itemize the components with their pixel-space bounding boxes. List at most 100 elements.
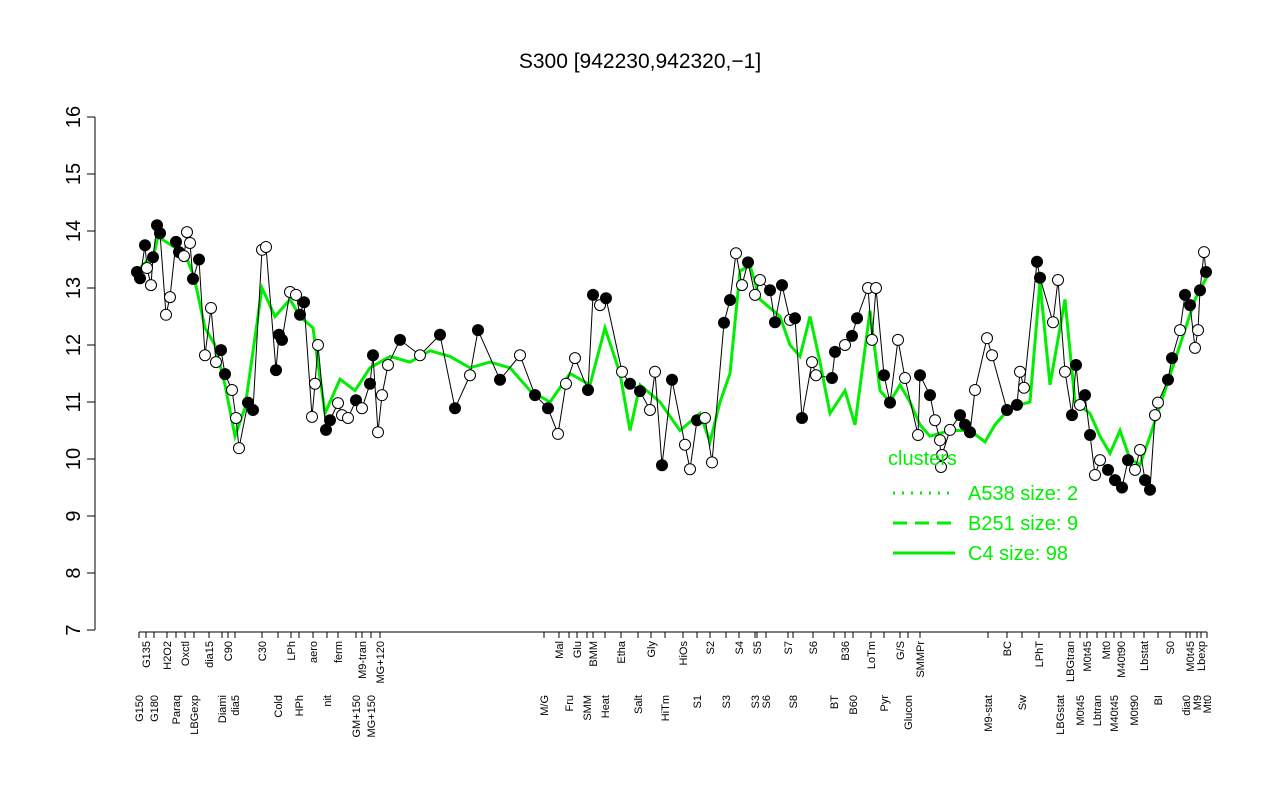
point	[298, 296, 310, 309]
point	[230, 411, 242, 424]
x-tick-label: Lbtran	[1092, 695, 1104, 726]
x-tick-label: BT	[829, 695, 841, 709]
point	[679, 438, 691, 451]
point	[924, 389, 936, 402]
x-tick-label: G180	[149, 695, 161, 722]
point	[1034, 271, 1046, 284]
point	[870, 282, 882, 294]
x-tick-label: ferm	[333, 641, 345, 663]
x-tick-label: SMM	[582, 695, 594, 721]
point	[494, 373, 506, 386]
point	[376, 389, 388, 402]
cluster-line	[135, 234, 1209, 467]
x-tick-label: nit	[322, 695, 334, 707]
point	[1149, 409, 1161, 422]
point	[796, 411, 808, 424]
point	[139, 239, 151, 252]
x-tick-label: S3	[721, 695, 733, 708]
point	[324, 414, 336, 427]
point	[776, 279, 788, 292]
point	[1084, 429, 1096, 442]
point	[1184, 299, 1196, 312]
point	[684, 463, 696, 476]
x-tick-label: Mt0	[1202, 695, 1214, 713]
point	[1102, 463, 1114, 476]
point	[936, 449, 948, 462]
point	[884, 396, 896, 409]
x-tick-label: aero	[308, 641, 320, 663]
x-tick-label: GM+150	[351, 695, 363, 738]
x-tick-label: Salt	[633, 695, 645, 714]
x-tick-label: H2O2	[162, 641, 174, 670]
point	[529, 389, 541, 402]
point	[582, 384, 594, 397]
x-tick-label: Pyr	[879, 695, 891, 712]
point	[350, 394, 362, 407]
x-tick-label: G150	[134, 695, 146, 722]
point	[1174, 324, 1186, 337]
point	[356, 402, 368, 415]
x-tick-label: M/G	[539, 695, 551, 716]
point	[839, 339, 851, 351]
point	[332, 397, 344, 410]
x-tick-label: C30	[257, 641, 269, 661]
x-tick-label: LBGtran	[1065, 641, 1077, 682]
point	[434, 328, 446, 341]
point	[644, 403, 656, 416]
point	[394, 333, 406, 346]
point	[170, 235, 182, 248]
point	[464, 369, 476, 382]
x-tick-label: G/S	[895, 641, 907, 660]
y-tick-label: 8	[63, 567, 85, 578]
point	[205, 301, 217, 314]
x-tick-label: Glu	[572, 641, 584, 658]
point	[789, 312, 801, 325]
x-tick-label: MG+150	[366, 695, 378, 738]
y-tick-label: 12	[63, 334, 85, 356]
point	[944, 423, 956, 436]
x-tick-label: BI	[1153, 695, 1165, 705]
point	[1018, 381, 1030, 394]
x-tick-label: BC	[1002, 641, 1014, 656]
legend-label: B251 size: 9	[968, 513, 1078, 535]
x-tick-label: Lbstat	[1139, 641, 1151, 671]
point	[1109, 474, 1121, 487]
point	[552, 427, 564, 440]
x-tick-label: M0t45	[1185, 641, 1197, 672]
point	[134, 272, 146, 285]
y-tick-label: 7	[63, 624, 85, 635]
x-tick-label: Mal	[554, 641, 566, 659]
x-tick-label: LPh	[286, 641, 298, 661]
point	[934, 434, 946, 447]
point	[1001, 403, 1013, 416]
point	[1089, 468, 1101, 481]
point	[986, 349, 998, 362]
x-tick-label: M9	[1192, 695, 1204, 710]
y-tick-label: 10	[63, 448, 85, 470]
point	[215, 344, 227, 357]
x-tick-label: LBGexp	[189, 695, 201, 735]
x-tick-label: S7	[783, 641, 795, 654]
point	[912, 429, 924, 442]
point	[219, 368, 231, 381]
point	[964, 426, 976, 439]
point	[1059, 365, 1071, 378]
point	[624, 377, 636, 390]
point	[1116, 481, 1128, 494]
point	[181, 226, 193, 239]
y-tick-label: 11	[63, 392, 85, 413]
point	[1192, 324, 1204, 337]
x-tick-label: M0t45	[1082, 641, 1094, 672]
x-tick-label: MG+120	[375, 641, 387, 684]
x-tick-label: LPhT	[1034, 641, 1046, 668]
point	[806, 356, 818, 369]
point	[367, 349, 379, 362]
x-tick-label: Paraq	[171, 695, 183, 724]
x-tick-label: B60	[848, 695, 860, 715]
point	[666, 373, 678, 386]
x-tick-label: HPh	[294, 695, 306, 716]
point	[164, 291, 176, 304]
point	[160, 308, 172, 321]
point	[1200, 266, 1212, 279]
legend-label: A538 size: 2	[968, 483, 1078, 505]
